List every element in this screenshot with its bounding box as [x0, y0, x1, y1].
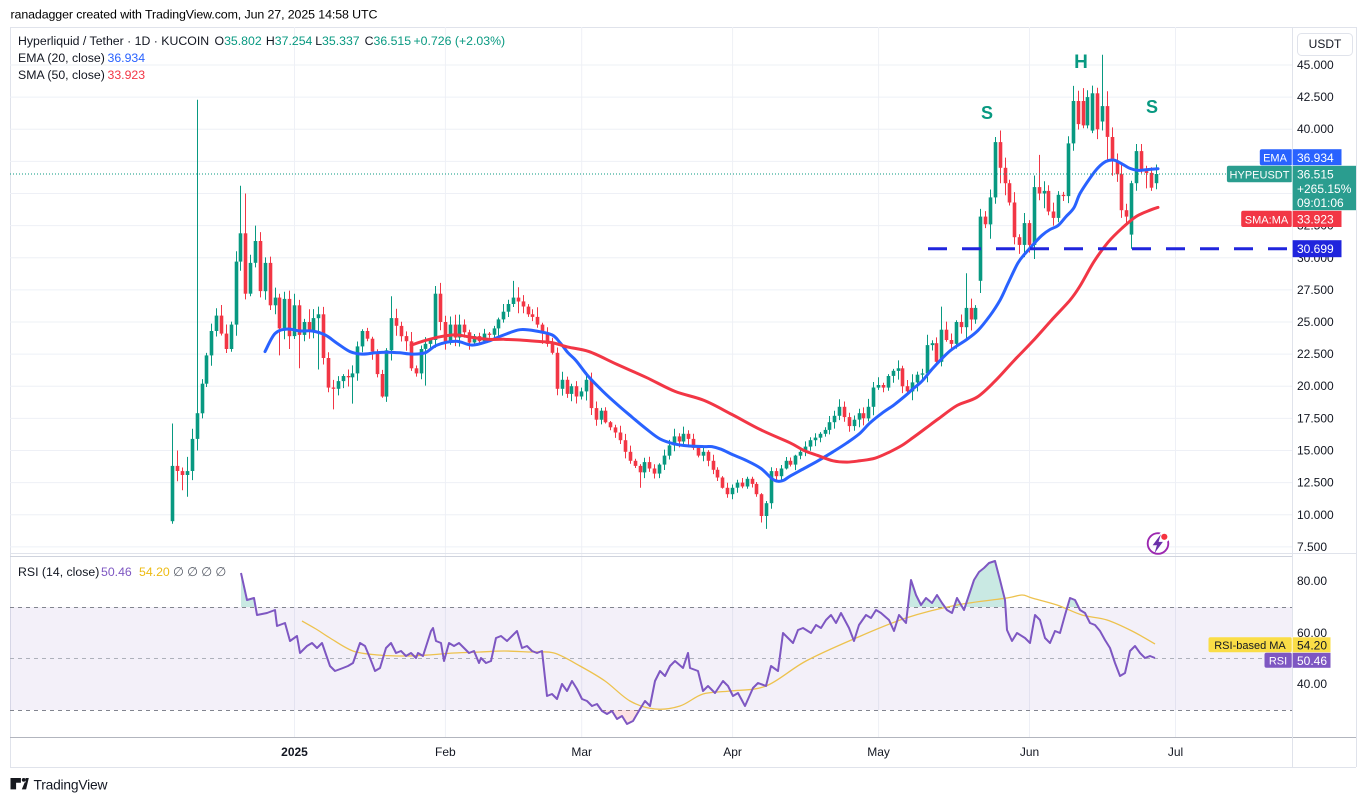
svg-text:Mar: Mar [571, 745, 592, 759]
svg-text:TradingView: TradingView [34, 778, 108, 793]
svg-text:10.000: 10.000 [1297, 508, 1334, 522]
svg-text:33.923: 33.923 [1297, 212, 1334, 226]
svg-text:45.000: 45.000 [1297, 58, 1334, 72]
svg-text:Jul: Jul [1168, 745, 1183, 759]
svg-text:54.20: 54.20 [1297, 638, 1327, 652]
svg-text:22.500: 22.500 [1297, 347, 1334, 361]
svg-text:36.515: 36.515 [1297, 167, 1334, 181]
svg-text:80.00: 80.00 [1297, 574, 1327, 588]
svg-text:09:01:06: 09:01:06 [1297, 196, 1344, 210]
svg-text:ranadagger created with Tradin: ranadagger created with TradingView.com,… [11, 8, 378, 22]
svg-text:36.934: 36.934 [1297, 151, 1334, 165]
svg-text:RSI: RSI [1269, 655, 1287, 667]
svg-text:17.500: 17.500 [1297, 411, 1334, 425]
svg-text:60.00: 60.00 [1297, 626, 1327, 640]
svg-text:50.46: 50.46 [1297, 654, 1327, 668]
svg-text:May: May [867, 745, 890, 759]
svg-text:40.000: 40.000 [1297, 122, 1334, 136]
svg-text:USDT: USDT [1309, 37, 1342, 51]
svg-text:SMA (50, close)33.923: SMA (50, close) 33.923 [18, 68, 145, 82]
svg-text:+265.15%: +265.15% [1297, 182, 1352, 196]
svg-text:30.699: 30.699 [1297, 242, 1334, 256]
svg-text:12.500: 12.500 [1297, 476, 1334, 490]
svg-text:25.000: 25.000 [1297, 315, 1334, 329]
svg-text:7.500: 7.500 [1297, 540, 1327, 554]
svg-text:Jun: Jun [1020, 745, 1039, 759]
svg-text:Hyperliquid / Tether · 1D · KU: Hyperliquid / Tether · 1D · KUCOIN O35.80… [18, 34, 505, 48]
svg-text:S: S [981, 103, 993, 123]
svg-text:EMA: EMA [1263, 153, 1288, 165]
svg-text:15.000: 15.000 [1297, 444, 1334, 458]
svg-text:20.000: 20.000 [1297, 379, 1334, 393]
svg-text:27.500: 27.500 [1297, 283, 1334, 297]
svg-text:SMA:MA: SMA:MA [1245, 214, 1289, 226]
svg-text:EMA (20, close)36.934: EMA (20, close) 36.934 [18, 51, 145, 65]
svg-text:42.500: 42.500 [1297, 90, 1334, 104]
svg-text:H: H [1074, 52, 1088, 73]
svg-text:Apr: Apr [723, 745, 742, 759]
svg-text:40.00: 40.00 [1297, 677, 1327, 691]
svg-text:S: S [1146, 97, 1158, 117]
svg-text:2025: 2025 [281, 745, 308, 759]
svg-text:Feb: Feb [435, 745, 456, 759]
svg-text:HYPEUSDT: HYPEUSDT [1230, 169, 1290, 181]
svg-text:RSI-based MA: RSI-based MA [1214, 640, 1286, 652]
